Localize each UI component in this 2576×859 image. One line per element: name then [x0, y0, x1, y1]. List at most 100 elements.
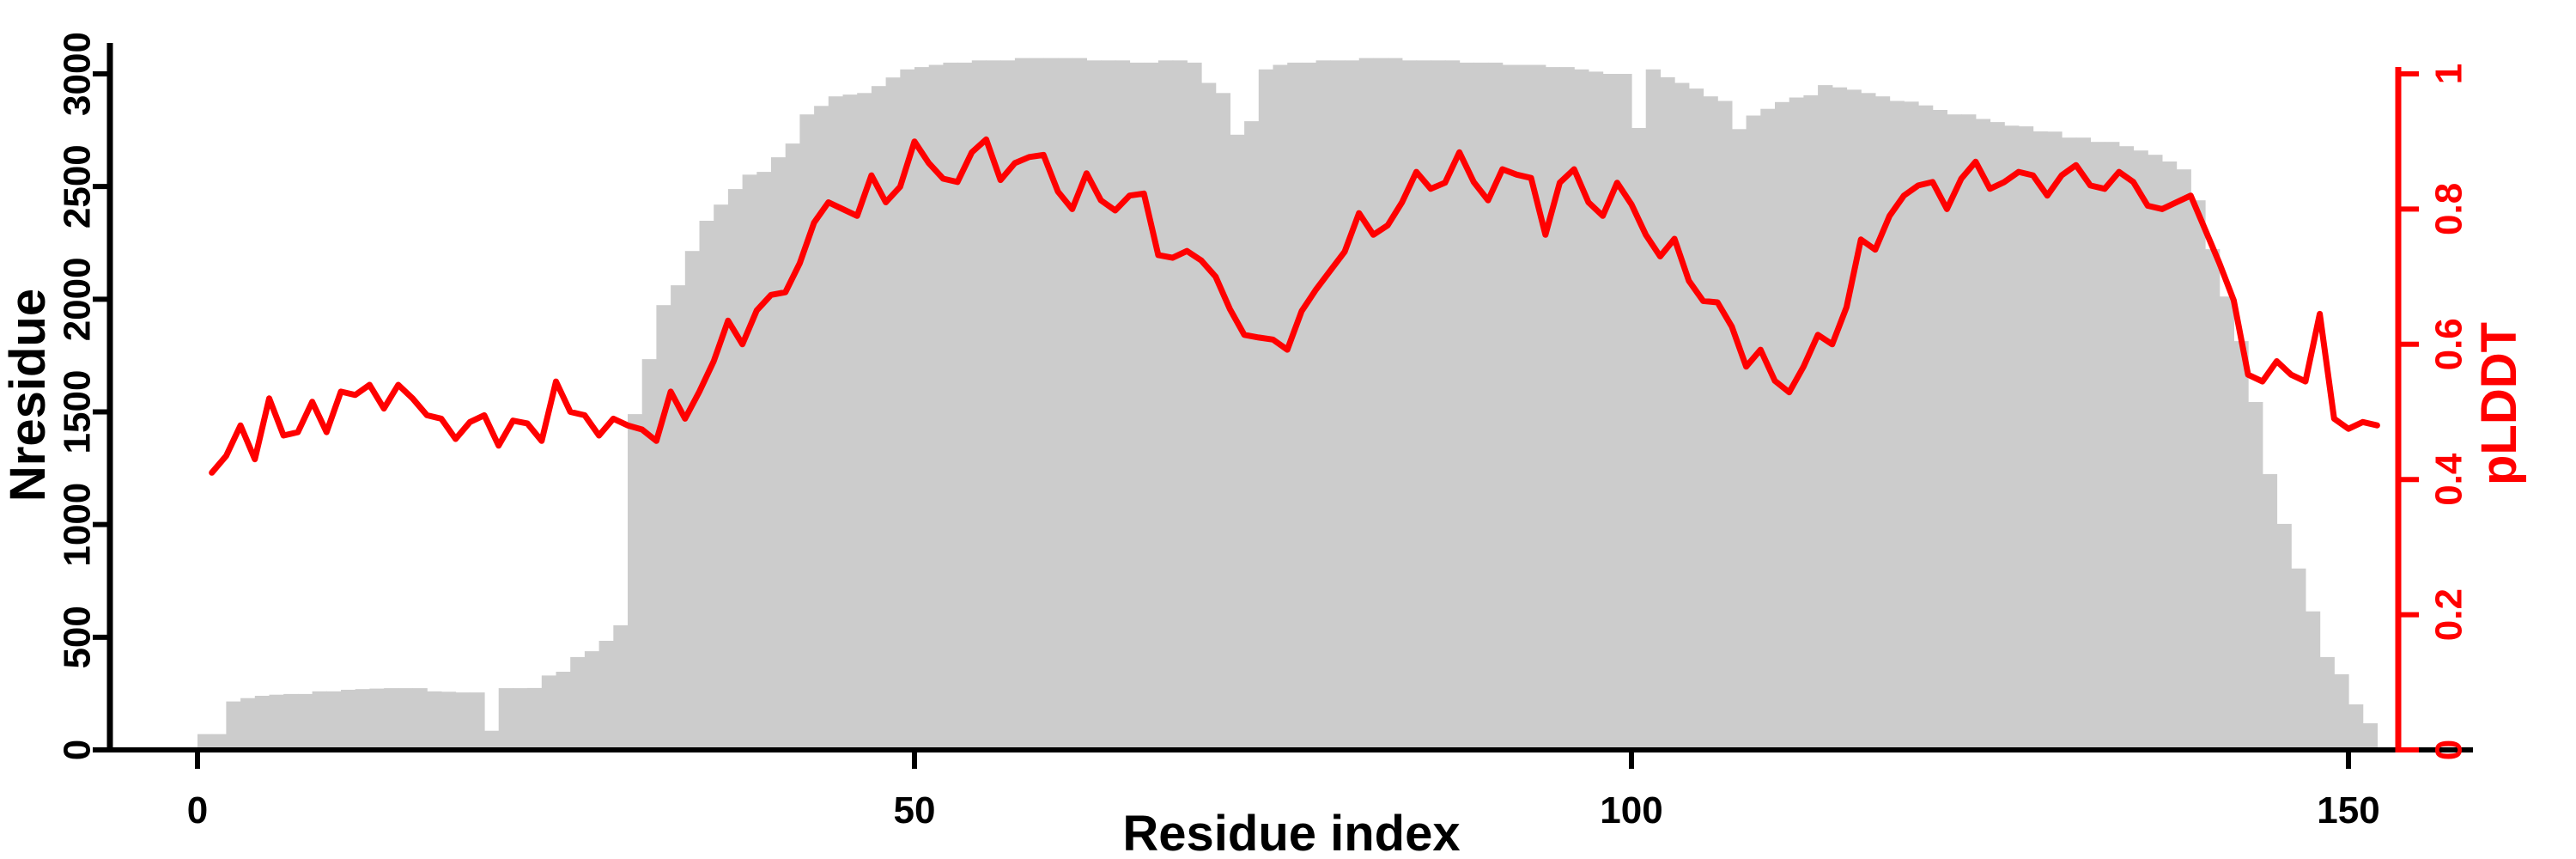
nresidue-bar — [1144, 62, 1159, 750]
nresidue-bar — [1172, 60, 1188, 751]
nresidue-bar — [2362, 723, 2378, 750]
nresidue-bar — [1775, 101, 1790, 751]
nresidue-bar — [556, 672, 571, 750]
nresidue-bar — [641, 359, 657, 750]
nresidue-bar — [1244, 121, 1260, 751]
nresidue-bar — [412, 688, 428, 750]
nresidue-bar — [2305, 611, 2321, 750]
left-axis: 0 500 1000 1500 2000 2500 3000 — [57, 32, 113, 760]
nresidue-bar — [1818, 85, 1833, 751]
nresidue-bar — [1215, 93, 1230, 751]
nresidue-bar — [1230, 134, 1245, 751]
nresidue-bar — [785, 143, 800, 751]
nresidue-bar — [326, 691, 342, 750]
nresidue-bar — [384, 688, 399, 750]
nresidue-bar — [957, 62, 973, 750]
nresidue-bar — [2334, 673, 2349, 750]
left-tick-label: 1500 — [57, 370, 99, 454]
nresidue-bar — [541, 675, 557, 750]
nresidue-bar — [1101, 60, 1116, 751]
nresidue-bar — [2248, 402, 2263, 750]
nresidue-bar — [2190, 200, 2206, 750]
nresidue-bar — [1559, 67, 1575, 751]
right-axis: 0 0.2 0.4 0.6 0.8 1 — [2395, 64, 2470, 760]
nresidue-bar — [1502, 64, 1517, 750]
x-axis: 0 50 100 150 — [101, 747, 2473, 832]
nresidue-bar — [1459, 62, 1474, 750]
nresidue-bar — [1846, 89, 1862, 750]
nresidue-bar — [197, 734, 213, 750]
plddt-line — [209, 136, 2380, 476]
nresidue-bar — [355, 689, 370, 750]
nresidue-bar — [226, 701, 241, 750]
nresidue-bar — [714, 204, 729, 750]
nresidue-bar — [527, 687, 543, 750]
nresidue-bar — [1904, 101, 1919, 751]
nresidue-bar — [1258, 69, 1274, 751]
nresidue-bar — [914, 67, 930, 751]
nresidue-bar — [312, 691, 327, 750]
x-tick-label: 100 — [1600, 789, 1662, 832]
nresidue-bar — [1531, 64, 1546, 750]
nresidue-bar — [1431, 60, 1446, 751]
nresidue-bar — [971, 60, 987, 751]
nresidue-bar — [598, 641, 614, 750]
nresidue-bar — [943, 62, 958, 750]
nresidue-bar — [584, 651, 600, 750]
nresidue-bar — [2319, 656, 2335, 750]
nresidue-bar — [799, 114, 815, 750]
nresidue-bar — [1918, 105, 1934, 750]
nresidue-bar — [2148, 155, 2163, 750]
left-tick-label: 0 — [57, 740, 99, 760]
right-tick-label: 0.2 — [2428, 588, 2470, 641]
nresidue-bar — [1273, 64, 1288, 750]
nresidue-bar — [2205, 249, 2221, 751]
nresidue-bar — [440, 691, 457, 750]
nresidue-bar — [1187, 62, 1202, 750]
nresidue-bar — [1029, 58, 1044, 751]
nresidue-bar — [513, 688, 528, 750]
nresidue-bar — [2018, 126, 2034, 751]
nresidue-bar — [1330, 60, 1346, 751]
right-axis-title: pLDDT — [2471, 322, 2527, 485]
nresidue-bar — [1358, 58, 1374, 751]
nresidue-bar — [699, 221, 714, 750]
nresidue-bar — [1746, 115, 1761, 750]
nresidue-bar — [684, 251, 701, 750]
nresidue-bar — [1990, 122, 2005, 751]
nresidue-bar — [1789, 97, 1804, 750]
nresidue-bar — [1961, 114, 1977, 750]
nresidue-bar — [1874, 96, 1891, 750]
nresidue-bar — [1731, 129, 1747, 751]
nresidue-bar — [2348, 704, 2364, 750]
nresidue-bar — [828, 96, 844, 750]
nresidue-bar — [1000, 60, 1016, 751]
nresidue-bar — [269, 694, 284, 750]
nresidue-bar — [1058, 58, 1073, 751]
nresidue-bar — [570, 656, 586, 750]
nresidue-bar — [2262, 473, 2278, 750]
nresidue-bar — [283, 693, 299, 750]
nresidue-bar — [871, 86, 887, 750]
nresidue-bar — [341, 690, 356, 750]
nresidue-bar — [484, 730, 500, 750]
nresidue-bar — [1545, 67, 1561, 751]
nresidue-bar — [2176, 169, 2191, 750]
nresidue-bar — [1602, 74, 1618, 750]
nresidue-bar — [1315, 60, 1331, 751]
nresidue-bar — [1889, 101, 1905, 750]
nresidue-bar — [857, 93, 872, 751]
nresidue-bar — [2276, 523, 2292, 750]
nresidue-bar — [2233, 341, 2249, 750]
nresidue-bar — [1473, 62, 1489, 750]
right-tick-label: 0.8 — [2428, 183, 2470, 235]
nresidue-bar — [398, 688, 414, 750]
nresidue-bar — [1688, 88, 1704, 751]
nresidue-bar — [1617, 74, 1632, 750]
right-tick-label: 0.4 — [2428, 453, 2470, 506]
nresidue-bar — [885, 77, 901, 750]
nresidue-bar — [1416, 60, 1431, 751]
nresidue-bar — [1444, 60, 1461, 751]
nresidue-bar — [1760, 108, 1776, 750]
